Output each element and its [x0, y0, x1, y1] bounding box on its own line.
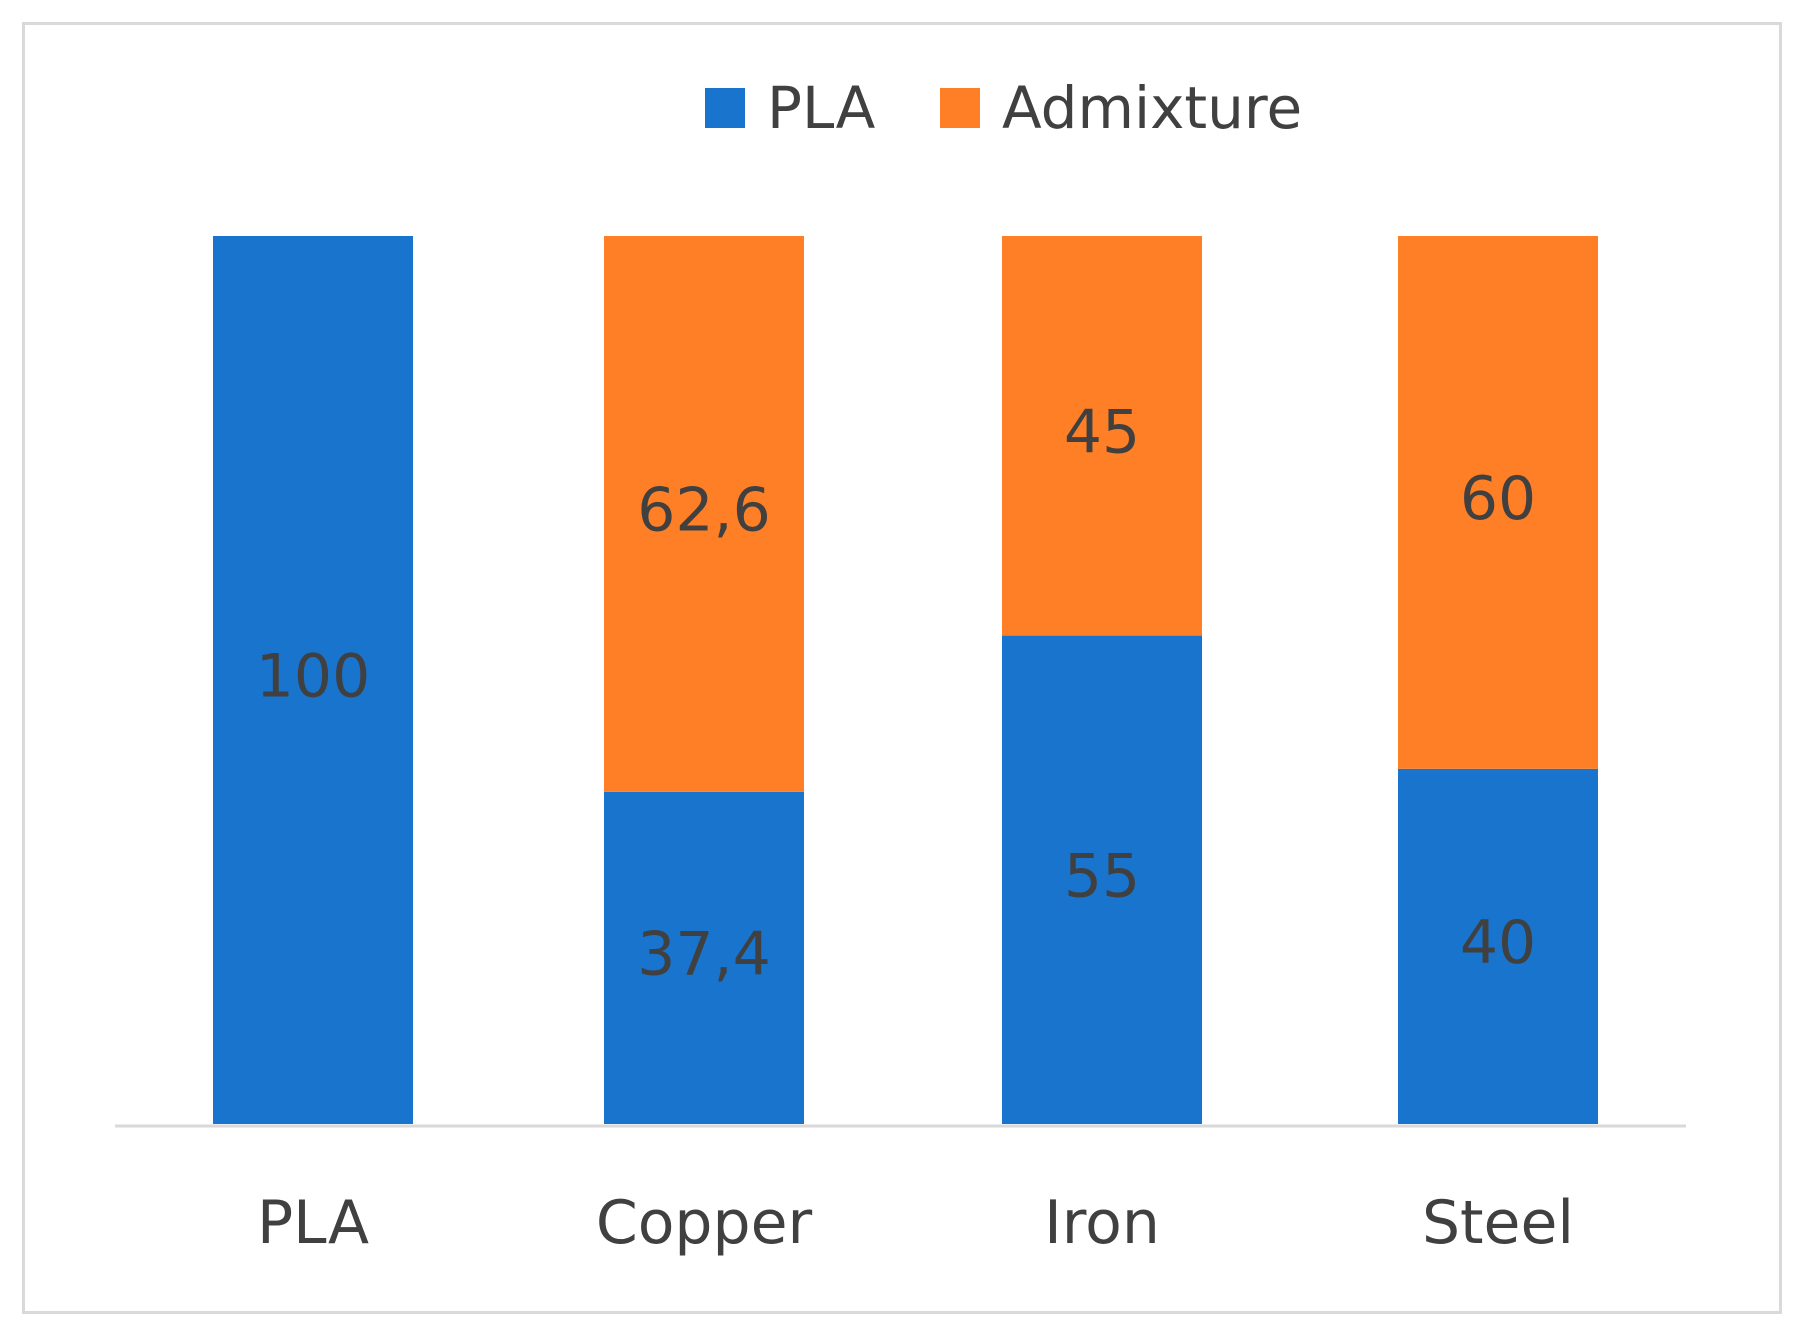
bar-steel-pla [1398, 768, 1598, 1124]
bars [213, 236, 1598, 1124]
bar-copper-admixture [604, 236, 804, 792]
value-labels: 100 37,4 62,6 55 45 40 60 [256, 397, 1536, 989]
value-label-steel-admixture: 60 [1460, 464, 1536, 534]
category-label-pla: PLA [257, 1188, 369, 1258]
value-label-copper-pla: 37,4 [637, 920, 771, 990]
legend-label-pla: PLA [767, 74, 876, 142]
legend-swatch-admixture [940, 88, 980, 128]
legend: PLA Admixture [705, 74, 1302, 142]
bar-pla-pla [213, 236, 413, 1124]
bar-steel-admixture [1398, 236, 1598, 769]
category-label-steel: Steel [1422, 1188, 1574, 1258]
category-label-copper: Copper [596, 1188, 813, 1258]
bar-copper-pla [604, 791, 804, 1124]
category-labels: PLA Copper Iron Steel [257, 1188, 1574, 1258]
value-label-pla-pla: 100 [256, 642, 371, 712]
bar-iron-pla [1002, 635, 1202, 1124]
value-label-copper-admixture: 62,6 [637, 476, 771, 546]
category-label-iron: Iron [1044, 1188, 1160, 1258]
legend-swatch-pla [705, 88, 745, 128]
value-label-iron-pla: 55 [1064, 841, 1140, 911]
value-label-iron-admixture: 45 [1064, 397, 1140, 467]
legend-label-admixture: Admixture [1002, 74, 1302, 142]
value-label-steel-pla: 40 [1460, 908, 1536, 978]
bar-iron-admixture [1002, 236, 1202, 636]
